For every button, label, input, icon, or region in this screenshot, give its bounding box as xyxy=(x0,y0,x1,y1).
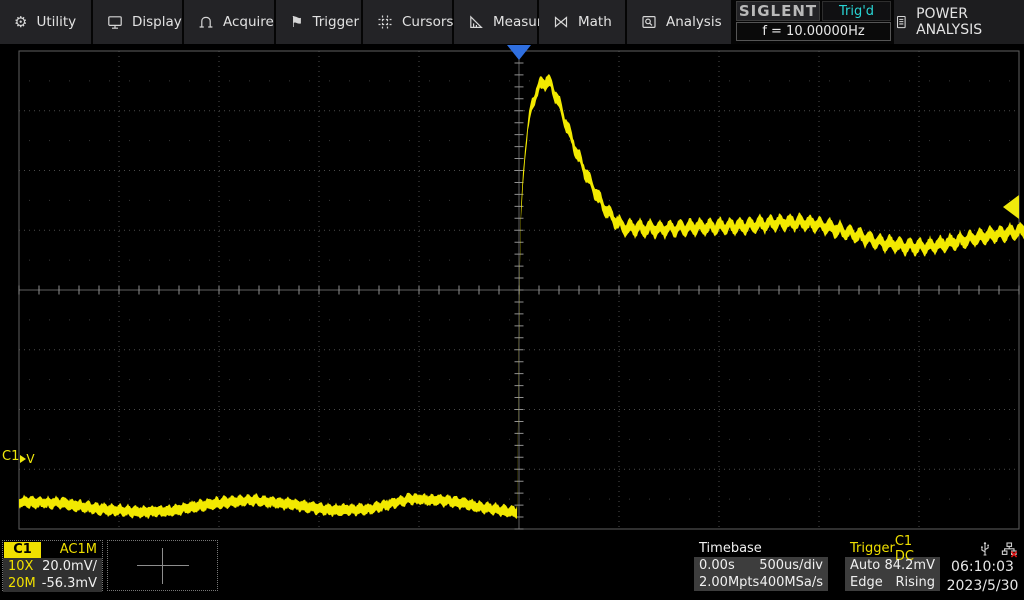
status-bar: C1 AC1M 10X 20.0mV/ 20M -56.3mV Timebase… xyxy=(0,534,1024,600)
channel1-badge: C1 xyxy=(4,542,41,558)
channel-offset-marker[interactable]: C1 V xyxy=(2,446,35,467)
memory-depth: 2.00Mpts xyxy=(699,575,760,590)
channel-offset-value: -56.3mV xyxy=(41,576,97,591)
sample-rate: 400MSa/s xyxy=(759,575,823,590)
menu-item-label: Trigger xyxy=(312,14,360,30)
timebase-delay: 0.00s xyxy=(699,558,735,573)
menu-item-acquire[interactable]: Acquire xyxy=(184,0,274,44)
brand-status-block: SIGLENT Trig'd f = 10.00000Hz xyxy=(734,0,891,44)
crosshatch-icon xyxy=(377,14,393,30)
menu-item-label: Acquire xyxy=(223,14,274,30)
bowtie-icon xyxy=(553,14,569,30)
menu-item-label: Display xyxy=(132,14,182,30)
trigger-type: Edge xyxy=(850,575,883,590)
timebase-title: Timebase xyxy=(699,541,762,556)
volts-per-div: 20.0mV/ xyxy=(42,559,97,574)
clock-time: 06:10:03 xyxy=(951,559,1014,575)
arch-icon xyxy=(198,14,214,30)
channel-offset-suffix: V xyxy=(26,452,35,466)
trigger-status-badge: Trig'd xyxy=(822,1,891,21)
lan-disconnected-icon xyxy=(1001,542,1018,558)
menu-item-label: Analysis xyxy=(666,14,722,30)
right-arrow-icon xyxy=(20,455,27,463)
menu-item-utility[interactable]: ⚙ Utility xyxy=(0,0,91,44)
menu-item-display[interactable]: Display xyxy=(93,0,182,44)
brand-logo: SIGLENT xyxy=(736,1,820,21)
coupling-value: AC1M xyxy=(59,542,97,557)
timebase-scale: 500us/div xyxy=(759,558,823,573)
menu-item-math[interactable]: Math xyxy=(539,0,625,44)
flag-icon: ⚑ xyxy=(290,12,304,31)
menu-item-label: Math xyxy=(578,14,612,30)
menu-item-analysis[interactable]: Analysis xyxy=(627,0,731,44)
set-square-icon xyxy=(468,14,484,30)
power-analysis-label: POWER ANALYSIS xyxy=(916,6,983,38)
menu-item-cursors[interactable]: Cursors xyxy=(363,0,454,44)
trigger-level: 84.2mV xyxy=(884,558,935,573)
trigger-level-marker[interactable] xyxy=(1003,195,1019,219)
menu-item-measure[interactable]: Measure xyxy=(454,0,550,44)
magnifier-box-icon xyxy=(641,14,657,30)
usb-icon xyxy=(981,542,989,556)
frequency-readout: f = 10.00000Hz xyxy=(736,22,891,41)
trigger-slope: Rising xyxy=(895,575,935,590)
gear-icon: ⚙ xyxy=(14,12,28,31)
probe-attenuation: 10X xyxy=(8,559,34,574)
menu-item-label: Cursors xyxy=(402,14,454,30)
crosshair-icon xyxy=(136,547,189,584)
menu-item-trigger[interactable]: ⚑ Trigger xyxy=(276,0,361,44)
clock-date: 2023/5/30 xyxy=(946,578,1019,594)
menu-item-label: Utility xyxy=(36,14,77,30)
power-analysis-button[interactable]: POWER ANALYSIS xyxy=(894,0,1024,44)
document-icon xyxy=(896,16,906,29)
trigger-source: C1 DC xyxy=(894,533,914,564)
top-menu-bar: ⚙ Utility Display Acquire ⚑ Trigger Curs… xyxy=(0,0,1024,44)
monitor-icon xyxy=(107,14,123,30)
empty-channel-slot[interactable] xyxy=(107,540,218,591)
trigger-mode: Auto xyxy=(850,558,881,573)
trigger-status-box[interactable]: Trigger C1 DC Auto 84.2mV Edge Rising xyxy=(845,534,940,591)
system-info: 06:10:03 2023/5/30 xyxy=(941,538,1024,600)
channel-offset-label: C1 xyxy=(2,448,20,464)
channel1-status-box[interactable]: C1 AC1M 10X 20.0mV/ 20M -56.3mV xyxy=(2,540,103,592)
trigger-title: Trigger xyxy=(850,541,895,556)
timebase-status-box[interactable]: Timebase 0.00s 500us/div 2.00Mpts 400MSa… xyxy=(694,540,828,591)
menu-item-label: Measure xyxy=(493,14,551,30)
bandwidth-limit: 20M xyxy=(8,576,36,591)
trigger-position-marker[interactable] xyxy=(507,45,531,60)
